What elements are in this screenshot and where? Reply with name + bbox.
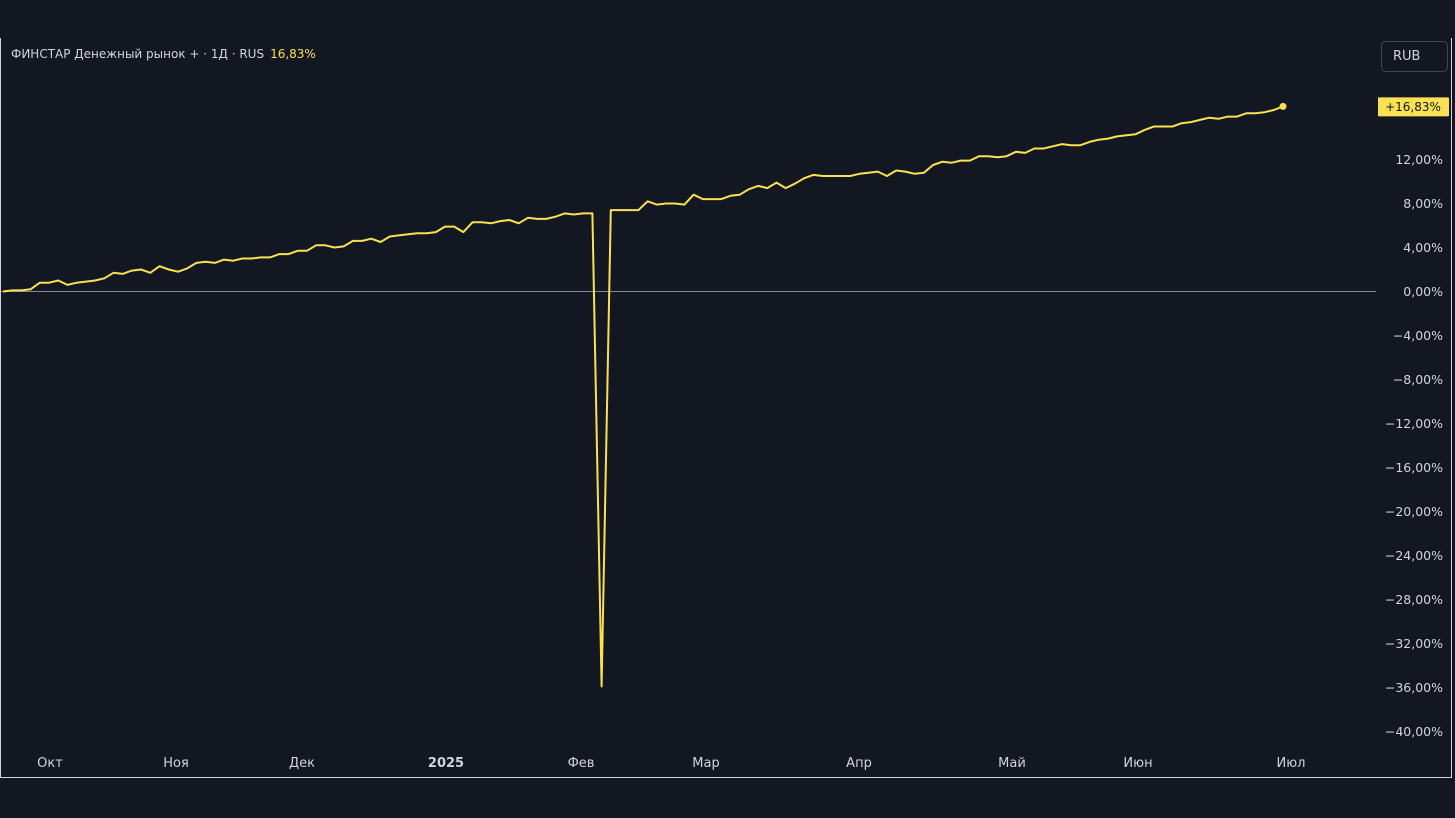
y-tick-label: −32,00% [1385, 636, 1443, 651]
x-tick-label: Мар [692, 756, 719, 771]
series-line [2, 105, 1284, 688]
chart-frame [0, 38, 1452, 778]
x-tick-label: Июн [1123, 756, 1152, 771]
y-tick-label: −28,00% [1385, 592, 1443, 607]
y-tick-label: 4,00% [1403, 240, 1443, 255]
x-tick-label: Май [998, 756, 1026, 771]
y-tick-label: −12,00% [1385, 416, 1443, 431]
last-value-label-bg [1378, 97, 1449, 117]
y-axis: 12,00% 8,00% 4,00% 0,00% −4,00% −8,00% −12,00%… [1385, 152, 1443, 739]
y-tick-label: −40,00% [1385, 724, 1443, 739]
chart-legend: ФИНСТАР Денежный рынок + · 1Д · RUS 16,83… [11, 47, 316, 61]
x-tick-label: Июл [1277, 756, 1306, 771]
y-tick-label: −16,00% [1385, 460, 1443, 475]
x-tick-label: Апр [846, 756, 872, 771]
legend-title: ФИНСТАР Денежный рынок + · 1Д · RUS [11, 47, 265, 61]
last-value-label: +16,83% [1378, 97, 1449, 117]
y-tick-label: −20,00% [1385, 504, 1443, 519]
x-axis: Окт Ноя Дек 2025 Фев Мар Апр Май Июн Июл [37, 756, 1305, 771]
y-tick-label: −36,00% [1385, 680, 1443, 695]
x-tick-label: Дек [289, 756, 315, 771]
last-point-marker [1279, 102, 1287, 110]
y-tick-label: 0,00% [1403, 284, 1443, 299]
x-tick-label: Окт [37, 756, 63, 771]
y-tick-label: −24,00% [1385, 548, 1443, 563]
y-tick-label: 8,00% [1403, 196, 1443, 211]
x-tick-label: 2025 [428, 756, 464, 771]
legend-last-value: 16,83% [270, 47, 316, 61]
x-tick-label: Ноя [163, 756, 189, 771]
last-value-label-text: +16,83% [1385, 100, 1441, 114]
x-tick-label: Фев [568, 756, 595, 771]
y-tick-label: −8,00% [1393, 372, 1443, 387]
y-tick-label: 12,00% [1395, 152, 1443, 167]
currency-button[interactable]: RUB [1381, 41, 1448, 72]
y-tick-label: −4,00% [1393, 328, 1443, 343]
